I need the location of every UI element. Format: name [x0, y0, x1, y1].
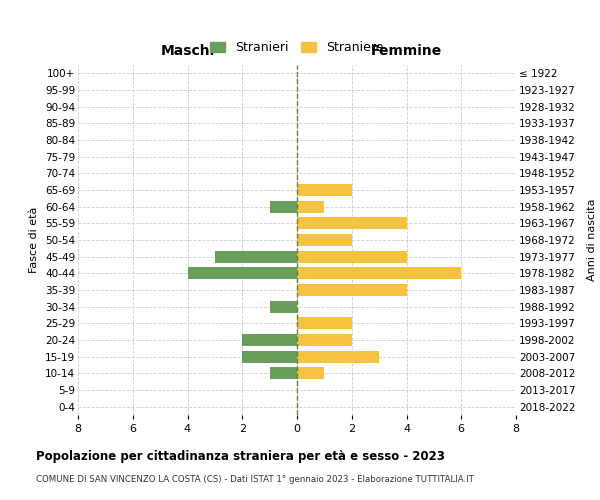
Y-axis label: Fasce di età: Fasce di età	[29, 207, 40, 273]
Bar	[297, 200, 325, 212]
Bar	[242, 334, 297, 346]
Bar	[297, 318, 352, 330]
Text: COMUNE DI SAN VINCENZO LA COSTA (CS) - Dati ISTAT 1° gennaio 2023 - Elaborazione: COMUNE DI SAN VINCENZO LA COSTA (CS) - D…	[36, 475, 474, 484]
Bar	[215, 250, 297, 262]
Y-axis label: Anni di nascita: Anni di nascita	[587, 198, 596, 281]
Text: Maschi: Maschi	[160, 44, 215, 58]
Bar	[297, 268, 461, 280]
Legend: Stranieri, Straniere: Stranieri, Straniere	[205, 36, 389, 59]
Bar	[269, 300, 297, 312]
Text: Femmine: Femmine	[371, 44, 442, 58]
Bar	[297, 250, 407, 262]
Bar	[242, 350, 297, 362]
Bar	[297, 334, 352, 346]
Bar	[269, 200, 297, 212]
Bar	[297, 218, 407, 230]
Bar	[297, 368, 325, 380]
Bar	[187, 268, 297, 280]
Bar	[297, 234, 352, 246]
Bar	[297, 284, 407, 296]
Bar	[269, 368, 297, 380]
Bar	[297, 350, 379, 362]
Bar	[297, 184, 352, 196]
Text: Popolazione per cittadinanza straniera per età e sesso - 2023: Popolazione per cittadinanza straniera p…	[36, 450, 445, 463]
